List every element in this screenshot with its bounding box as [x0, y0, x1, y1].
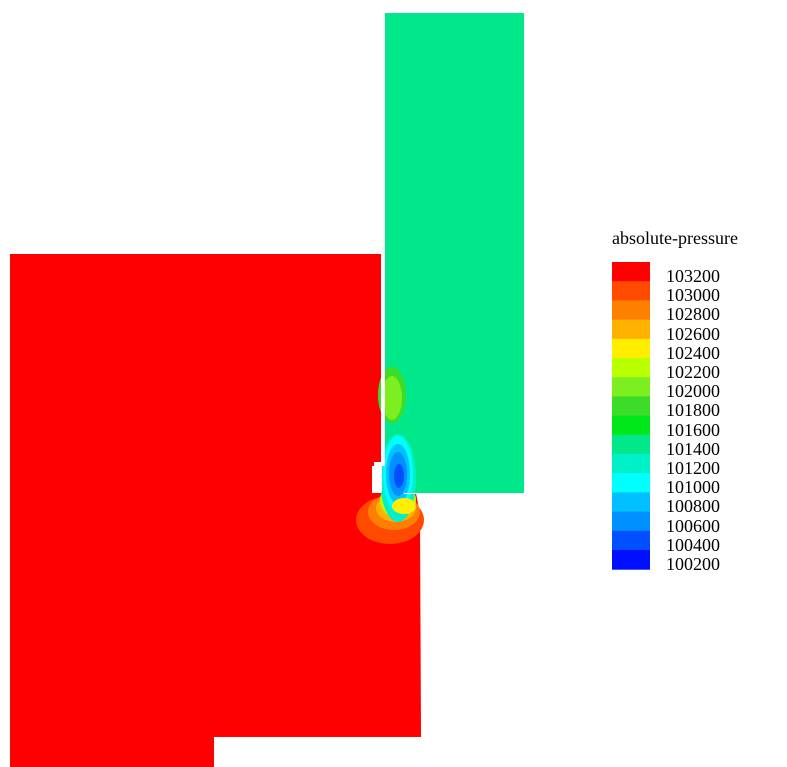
legend-label: 103200: [666, 266, 720, 286]
legend-label: 101800: [666, 400, 720, 421]
legend-label: 100800: [666, 496, 720, 517]
legend-label: 100400: [666, 534, 720, 555]
legend-swatch: [612, 550, 650, 570]
legend-swatch: [612, 281, 650, 301]
legend-swatch: [612, 530, 650, 551]
legend-swatch: [612, 358, 650, 378]
legend-label: 100600: [666, 515, 720, 536]
legend-label: 101200: [666, 458, 720, 478]
wall-gap-vertical: [381, 254, 385, 466]
outlet-channel-region: [385, 13, 524, 500]
high-pressure-region: [10, 254, 421, 767]
legend-label: 102400: [666, 342, 720, 363]
legend-swatch: [612, 434, 650, 455]
legend-label: 101400: [666, 438, 720, 459]
legend-colorbar: [612, 262, 650, 570]
legend-swatch: [612, 319, 650, 340]
legend-swatch: [612, 338, 650, 359]
legend-label: 102000: [666, 381, 720, 402]
legend-label: 100200: [666, 554, 720, 574]
legend-label: 103000: [666, 285, 720, 306]
legend-label: 102600: [666, 323, 720, 344]
wall-gap-notch: [374, 462, 382, 492]
legend-swatch: [612, 511, 650, 532]
legend-swatch: [612, 300, 650, 321]
legend-swatch: [612, 473, 650, 493]
legend-label: 102800: [666, 304, 720, 325]
legend-swatch: [612, 454, 650, 474]
legend-label: 101600: [666, 419, 720, 440]
legend-label: 101000: [666, 477, 720, 498]
legend-swatch: [612, 262, 650, 282]
legend-label: 102200: [666, 362, 720, 382]
legend-swatch: [612, 415, 650, 436]
legend-title: absolute-pressure: [612, 228, 738, 248]
legend-swatch: [612, 396, 650, 417]
legend-swatch: [612, 377, 650, 397]
wall-gap-horizontal: [404, 493, 524, 494]
legend-swatch: [612, 492, 650, 513]
